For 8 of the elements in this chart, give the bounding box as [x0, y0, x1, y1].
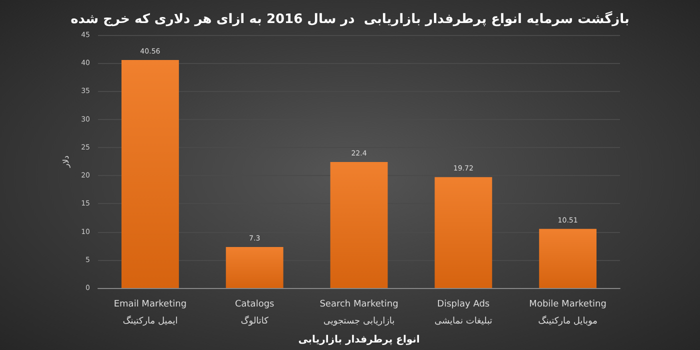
bar [330, 162, 388, 288]
chart-title: بازگشت سرمایه انواع پرطرفدار بازاریابی در سال 2016 به ازای هر دلاری که خرج شده [70, 11, 630, 27]
y-axis-title: دلار [62, 155, 71, 168]
bar [434, 177, 492, 288]
x-axis-title: انواع پرطرفدار بازاریابی [298, 334, 420, 346]
bar [121, 60, 179, 288]
bar [226, 246, 284, 288]
bar [539, 228, 597, 288]
